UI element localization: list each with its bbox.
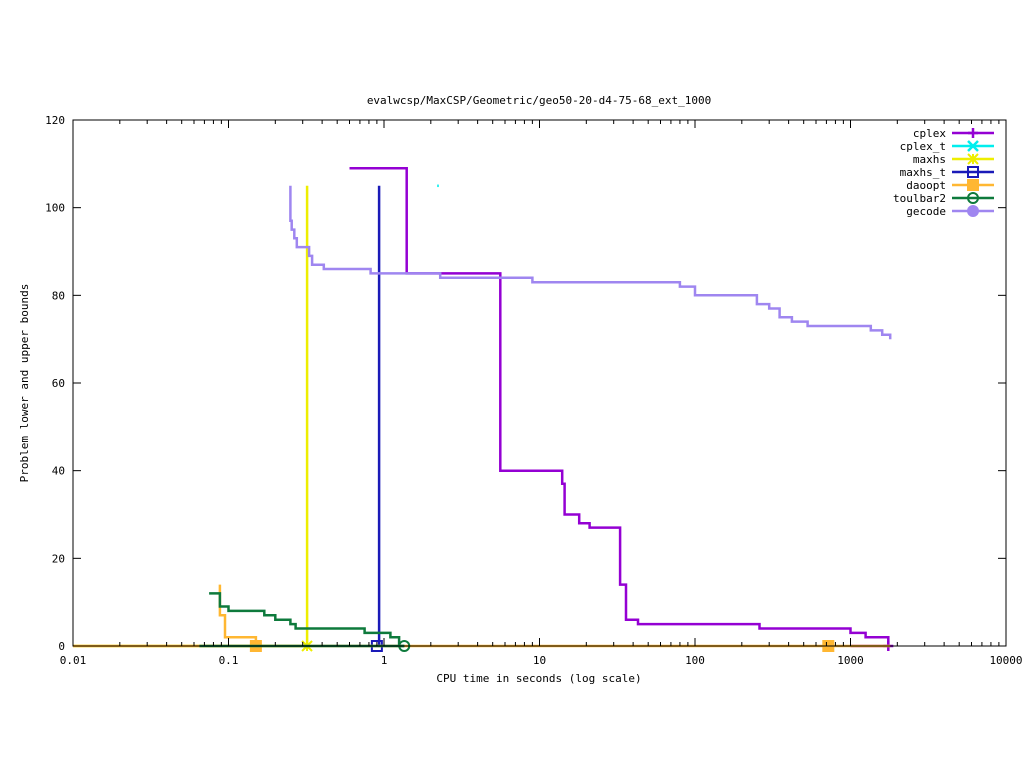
legend-marker (967, 179, 979, 191)
x-tick-label: 0.01 (60, 654, 87, 667)
y-tick-label: 80 (52, 289, 65, 302)
legend-marker (967, 166, 979, 178)
legend-label: toulbar2 (893, 192, 946, 205)
legend-entry-cplex_t: cplex_t (900, 140, 994, 153)
chart-title: evalwcsp/MaxCSP/Geometric/geo50-20-d4-75… (367, 94, 711, 107)
legend-label: maxhs (913, 153, 946, 166)
legend-label: daoopt (906, 179, 946, 192)
x-tick-label: 10 (533, 654, 546, 667)
y-tick-label: 40 (52, 465, 65, 478)
legend-marker (967, 153, 979, 165)
legend-label: maxhs_t (900, 166, 946, 179)
y-tick-label: 0 (58, 640, 65, 653)
legend-marker (967, 205, 979, 217)
upper-bound-line-toulbar2 (209, 592, 405, 648)
legend-entry-maxhs: maxhs (913, 153, 994, 166)
x-tick-label: 0.1 (219, 654, 239, 667)
upper-bound-line-gecode (289, 185, 892, 340)
legend-label: cplex (913, 127, 946, 140)
legend-marker (967, 192, 979, 204)
legend-label: cplex_t (900, 140, 946, 153)
legend-entry-gecode: gecode (906, 205, 994, 218)
legend-entry-cplex: cplex (913, 127, 994, 140)
legend-label: gecode (906, 205, 946, 218)
legend-marker (968, 128, 978, 138)
x-tick-label: 100 (685, 654, 705, 667)
y-tick-label: 100 (45, 202, 65, 215)
y-axis-label: Problem lower and upper bounds (18, 284, 31, 483)
upper-bound-line-cplex (349, 166, 890, 646)
legend-marker (967, 140, 979, 152)
x-tick-label: 1 (381, 654, 388, 667)
series-gecode (289, 185, 892, 340)
x-tick-label: 1000 (837, 654, 864, 667)
legend-entry-maxhs_t: maxhs_t (900, 166, 994, 179)
legend: cplexcplex_tmaxhsmaxhs_tdaoopttoulbar2ge… (893, 127, 994, 218)
axes: 0.01 0.1 1 10 100 1000 10000 0 20 40 60 80 100 120 (45, 114, 1022, 667)
y-tick-label: 120 (45, 114, 65, 127)
y-tick-label: 20 (52, 552, 65, 565)
legend-entry-daoopt: daoopt (906, 179, 994, 192)
y-tick-label: 60 (52, 377, 65, 390)
upper-bound-line-daoopt (218, 584, 258, 646)
legend-entry-toulbar2: toulbar2 (893, 192, 994, 205)
x-tick-label: 10000 (989, 654, 1022, 667)
x-axis-label: CPU time in seconds (log scale) (436, 672, 641, 685)
